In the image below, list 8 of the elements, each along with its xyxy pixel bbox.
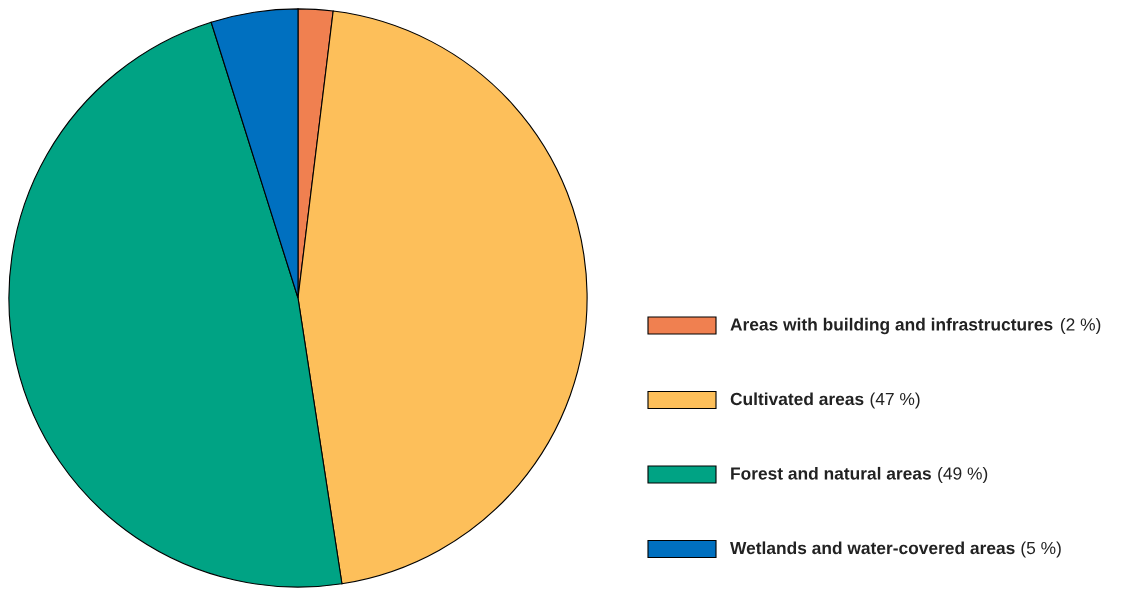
legend-label: Wetlands and water-covered areas: [730, 541, 1015, 555]
data-label: (47 %): [870, 392, 920, 409]
data-label: (49 %): [938, 466, 988, 484]
legend-label: Areas with building and infrastructures: [730, 317, 1053, 335]
data-label: (5 %): [1021, 541, 1061, 558]
data-label: (2 %): [1060, 317, 1101, 335]
legend-label: Cultivated areas: [730, 392, 864, 406]
legend-label: Forest and natural areas: [731, 466, 931, 480]
